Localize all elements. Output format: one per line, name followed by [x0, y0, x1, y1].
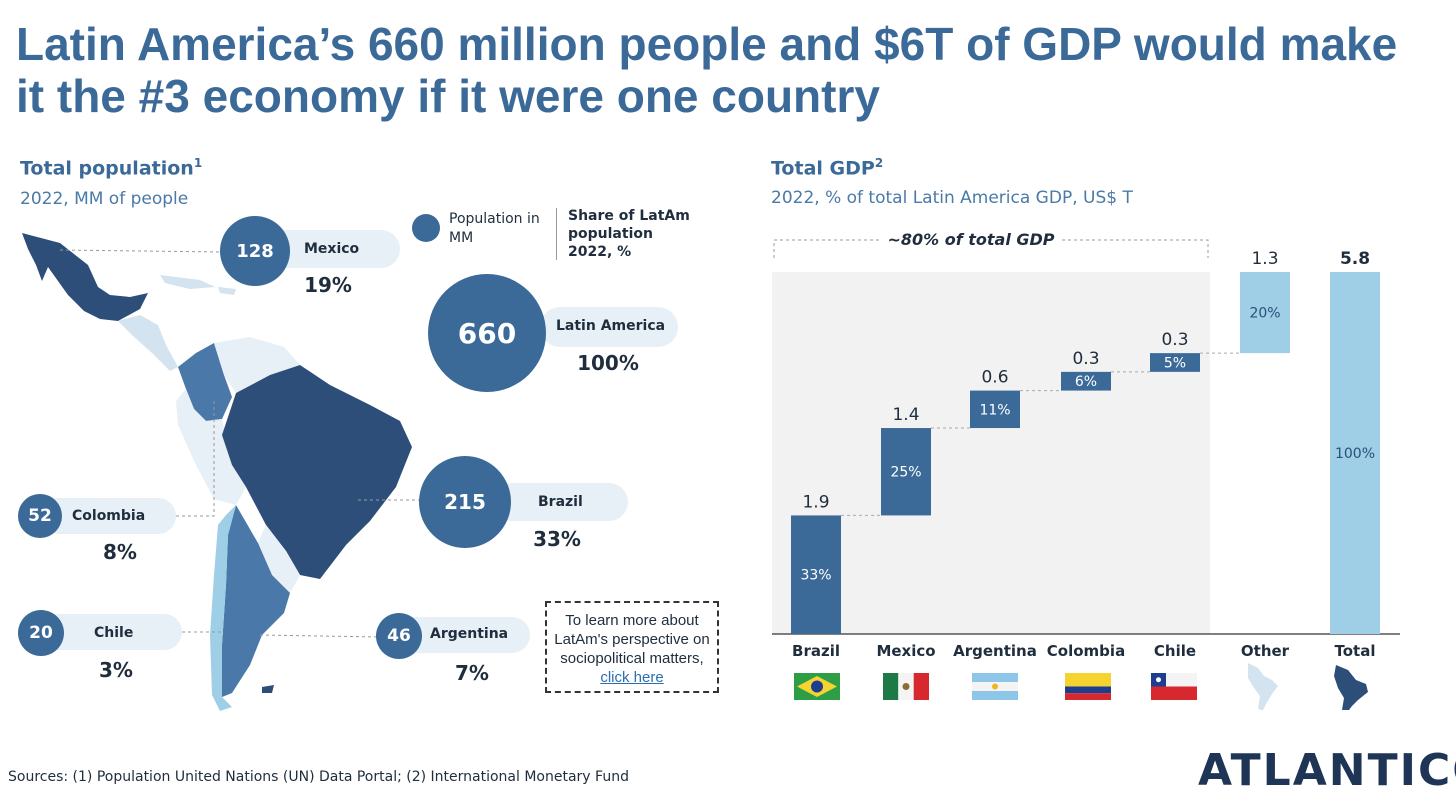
legend-population: Population in MM — [449, 211, 540, 246]
leader-argentina — [259, 634, 381, 638]
latam-bubble: 660 — [428, 274, 546, 392]
bracket-label-bg — [880, 228, 1062, 252]
icon-other-map — [1248, 663, 1278, 710]
flag-mexico — [883, 673, 929, 700]
latam-share: 100% — [577, 351, 639, 375]
brazil-label: Brazil — [538, 494, 583, 510]
category-label-argentina: Argentina — [953, 642, 1037, 660]
map-peru — [176, 389, 246, 505]
chile-label: Chile — [94, 625, 134, 641]
bar-brazil — [791, 515, 841, 634]
flag-brazil — [794, 673, 840, 700]
map-falklands — [262, 685, 274, 693]
map-argentina — [222, 505, 290, 697]
bar-total — [1330, 272, 1380, 634]
share-label-brazil: 33% — [800, 568, 831, 584]
brazil-share: 33% — [533, 527, 581, 551]
map-paraguay — [258, 525, 300, 593]
bar-argentina — [970, 390, 1020, 429]
page-title: Latin America’s 660 million people and $… — [16, 18, 1398, 122]
mexico-label: Mexico — [304, 241, 360, 257]
chile-share: 3% — [99, 658, 133, 682]
value-label-mexico: 1.4 — [892, 405, 919, 425]
colombia-bubble: 52 — [18, 494, 62, 538]
note-link[interactable]: click here — [600, 669, 664, 686]
population-title: Total population1 — [20, 156, 203, 180]
share-label-mexico: 25% — [890, 465, 921, 481]
gdp-title: Total GDP2 — [771, 156, 884, 180]
bracket-label: ~80% of total GDP — [887, 230, 1054, 249]
argentina-label: Argentina — [430, 626, 509, 642]
share-label-colombia: 6% — [1075, 374, 1097, 390]
legend-bubble — [412, 214, 440, 242]
category-label-mexico: Mexico — [876, 642, 935, 660]
argentina-share: 7% — [455, 661, 489, 685]
value-label-other: 1.3 — [1251, 249, 1278, 269]
sources-footnote: Sources: (1) Population United Nations (… — [8, 769, 629, 785]
note-box: To learn more about LatAm's perspective … — [545, 601, 719, 693]
mexico-bubble: 128 — [220, 216, 290, 286]
map-colombia — [178, 343, 232, 421]
map-mexico — [22, 233, 148, 321]
bracket-80pct: ~80% of total GDP — [773, 228, 1209, 258]
gdp-subtitle: 2022, % of total Latin America GDP, US$ … — [771, 188, 1133, 208]
value-label-total: 5.8 — [1340, 249, 1370, 269]
latam-map — [22, 233, 420, 711]
population-subtitle: 2022, MM of people — [20, 189, 189, 209]
brazil-bubble: 215 — [419, 456, 511, 548]
note-text: To learn more about LatAm's perspective … — [554, 612, 710, 667]
category-label-brazil: Brazil — [792, 642, 840, 660]
legend-divider — [556, 208, 557, 260]
value-label-colombia: 0.3 — [1072, 349, 1099, 369]
category-label-colombia: Colombia — [1047, 642, 1125, 660]
gdp-waterfall-chart: ~80% of total GDP 33% 1.9 Brazil 25% 1.4 Mexi… — [772, 228, 1400, 710]
map-brazil — [222, 365, 412, 579]
chart-bars: 33% 1.9 Brazil 25% 1.4 Mexico 11% 0.6 Argentina 6… — [791, 249, 1380, 660]
colombia-pill — [40, 498, 176, 534]
bar-other — [1240, 272, 1290, 354]
share-label-total: 100% — [1335, 446, 1375, 462]
map-caribbean — [160, 275, 215, 289]
bar-chile — [1150, 353, 1200, 372]
argentina-bubble: 46 — [376, 613, 422, 659]
icon-total-map — [1334, 665, 1368, 710]
share-label-chile: 5% — [1164, 356, 1186, 372]
flag-chile — [1151, 673, 1197, 700]
share-label-argentina: 11% — [979, 402, 1010, 418]
share-label-other: 20% — [1249, 306, 1280, 322]
category-label-chile: Chile — [1154, 642, 1196, 660]
atlantico-logo: ATLANTICO — [1198, 745, 1456, 796]
map-hispaniola — [218, 287, 236, 295]
latam-pill — [540, 307, 678, 347]
flag-colombia — [1065, 673, 1111, 700]
value-label-argentina: 0.6 — [981, 368, 1008, 388]
category-label-total: Total — [1335, 642, 1376, 660]
colombia-share: 8% — [103, 540, 137, 564]
flag-argentina — [972, 673, 1018, 700]
chile-bubble: 20 — [18, 610, 64, 656]
bar-colombia — [1061, 371, 1111, 391]
map-venezuela — [214, 337, 300, 393]
bar-mexico — [881, 428, 931, 516]
leader-mexico — [59, 249, 225, 253]
legend-share: Share of LatAm population 2022, % — [568, 208, 690, 260]
category-label-other: Other — [1241, 642, 1290, 660]
chart-shaded-region — [772, 272, 1210, 634]
colombia-label: Colombia — [72, 508, 146, 524]
map-central-america — [118, 315, 178, 371]
latam-label: Latin America — [556, 318, 666, 334]
brazil-pill — [494, 483, 628, 521]
mexico-share: 19% — [304, 273, 352, 297]
value-label-chile: 0.3 — [1161, 330, 1188, 350]
map-chile — [210, 505, 236, 711]
value-label-brazil: 1.9 — [802, 492, 829, 512]
leader-colombia — [175, 401, 215, 517]
